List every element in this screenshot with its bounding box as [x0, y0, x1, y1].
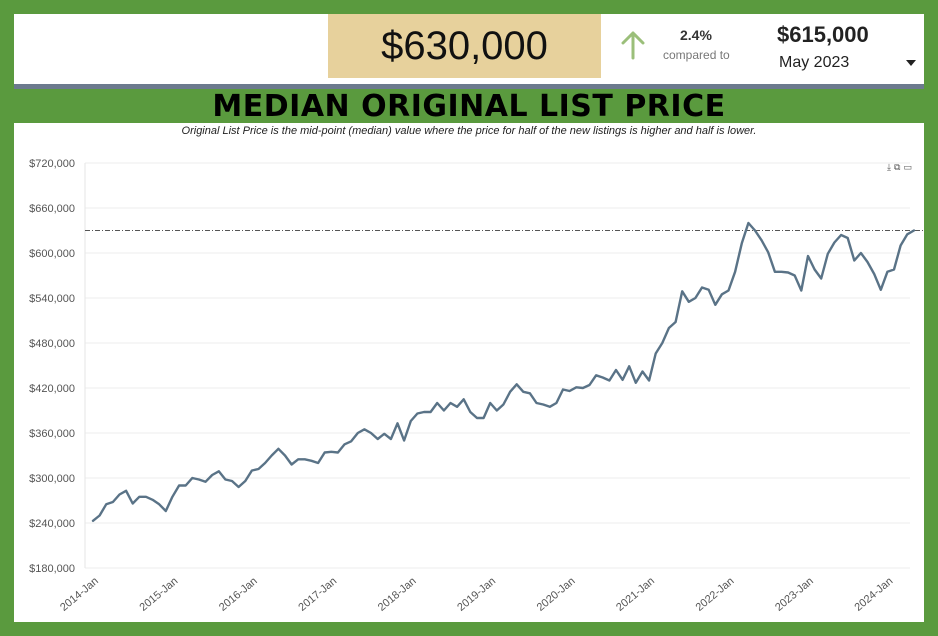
x-tick-label: 2015-Jan	[138, 575, 181, 614]
change-percent: 2.4%	[680, 27, 712, 43]
y-tick-label: $660,000	[29, 203, 75, 215]
x-tick-label: 2019-Jan	[455, 575, 498, 614]
y-tick-label: $600,000	[29, 248, 75, 260]
x-tick-label: 2014-Jan	[58, 575, 101, 614]
chart-subtitle: Original List Price is the mid-point (me…	[181, 125, 757, 137]
chart-panel: Original List Price is the mid-point (me…	[14, 123, 924, 622]
y-tick-label: $480,000	[29, 338, 75, 350]
download-icon[interactable]: ⤓	[887, 162, 894, 172]
copy-icon[interactable]: ⧉	[893, 162, 904, 172]
y-tick-label: $720,000	[29, 158, 75, 170]
arrow-up-icon	[621, 31, 645, 60]
series-line	[91, 221, 916, 522]
y-tick-label: $300,000	[29, 473, 75, 485]
compared-label: compared to	[663, 48, 730, 62]
summary-divider	[14, 84, 924, 89]
x-tick-label: 2021-Jan	[614, 575, 657, 614]
x-tick-label: 2016-Jan	[217, 575, 260, 614]
current-price: $630,000	[328, 14, 601, 78]
previous-date-select[interactable]: May 2023	[779, 54, 850, 71]
x-tick-label: 2023-Jan	[773, 575, 816, 614]
chart-toolbar: ⤓⧉▭	[887, 162, 915, 173]
y-tick-label: $240,000	[29, 518, 75, 530]
y-tick-label: $360,000	[29, 428, 75, 440]
export-icon[interactable]: ▭	[903, 162, 915, 172]
x-tick-label: 2024-Jan	[852, 575, 895, 614]
line-chart: $180,000 $240,000 $300,000 $360,000 $420,000…	[29, 158, 924, 614]
y-tick-label: $540,000	[29, 293, 75, 305]
page-title: MEDIAN ORIGINAL LIST PRICE	[212, 89, 726, 124]
caret-down-icon[interactable]	[906, 60, 916, 66]
x-tick-label: 2022-Jan	[694, 575, 737, 614]
x-tick-label: 2017-Jan	[296, 575, 339, 614]
y-tick-label: $420,000	[29, 383, 75, 395]
y-tick-label: $180,000	[29, 563, 75, 575]
x-tick-label: 2020-Jan	[535, 575, 578, 614]
x-tick-label: 2018-Jan	[376, 575, 419, 614]
previous-price: $615,000	[777, 22, 869, 47]
